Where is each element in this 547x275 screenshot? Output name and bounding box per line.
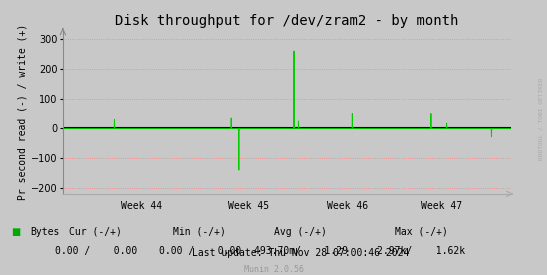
Text: Week 45: Week 45 xyxy=(229,201,270,211)
Y-axis label: Pr second read (-) / write (+): Pr second read (-) / write (+) xyxy=(18,24,28,200)
Text: RRDTOOL / TOBI OETIKER: RRDTOOL / TOBI OETIKER xyxy=(538,77,543,160)
Text: 2.97k/    1.62k: 2.97k/ 1.62k xyxy=(377,246,465,256)
Text: 0.00 /    0.00: 0.00 / 0.00 xyxy=(55,246,137,256)
Text: ■: ■ xyxy=(11,227,20,237)
Text: Cur (-/+): Cur (-/+) xyxy=(69,227,122,237)
Title: Disk throughput for /dev/zram2 - by month: Disk throughput for /dev/zram2 - by mont… xyxy=(115,14,459,28)
Text: 493.70m/    1.29: 493.70m/ 1.29 xyxy=(254,246,348,256)
Text: Week 46: Week 46 xyxy=(327,201,368,211)
Text: Max (-/+): Max (-/+) xyxy=(395,227,447,237)
Text: Last update: Thu Nov 28 07:00:46 2024: Last update: Thu Nov 28 07:00:46 2024 xyxy=(192,248,410,257)
Text: Week 44: Week 44 xyxy=(121,201,162,211)
Text: Bytes: Bytes xyxy=(30,227,60,237)
Text: Munin 2.0.56: Munin 2.0.56 xyxy=(243,265,304,274)
Text: 0.00 /    0.00: 0.00 / 0.00 xyxy=(159,246,241,256)
Text: Avg (-/+): Avg (-/+) xyxy=(275,227,327,237)
Text: Min (-/+): Min (-/+) xyxy=(173,227,226,237)
Text: Week 47: Week 47 xyxy=(421,201,462,211)
